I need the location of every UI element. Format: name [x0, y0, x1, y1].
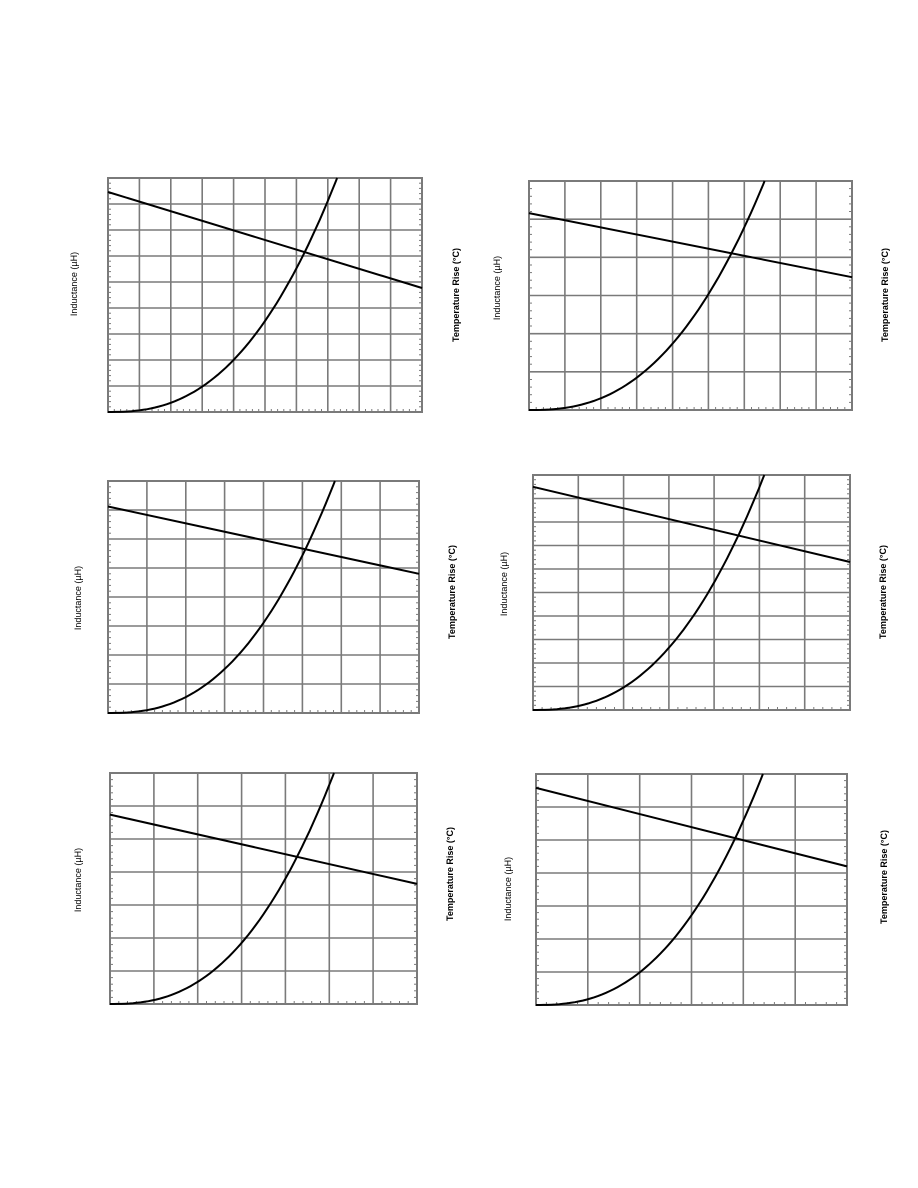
inductance-axis-label: Inductance (µH): [499, 551, 509, 617]
grid-lines: [529, 181, 852, 410]
plot-frame: [107, 177, 423, 413]
grid-lines: [536, 774, 847, 1005]
inductance-curve: [107, 191, 423, 289]
plot-frame: [528, 180, 853, 411]
inductance-axis-label: Inductance (µH): [503, 856, 513, 922]
inductance-axis-label: Inductance (µH): [492, 255, 502, 321]
inductance-axis-label: Inductance (µH): [73, 847, 83, 913]
temperature-axis-label: Temperature Rise (°C): [451, 248, 461, 342]
plot-frame: [109, 772, 418, 1005]
temperature-axis-label: Temperature Rise (°C): [447, 545, 457, 639]
minor-ticks: [533, 479, 850, 710]
inductance-curve: [107, 505, 420, 575]
temperature-rise-curve: [108, 177, 339, 413]
plot-frame: [535, 773, 848, 1006]
chart-plot-5: [109, 772, 418, 1005]
temperature-axis-label: Temperature Rise (°C): [880, 248, 890, 342]
inductance-axis-label: Inductance (µH): [69, 251, 79, 317]
chart-plot-6: [535, 773, 848, 1006]
chart-plot-4: [532, 474, 851, 711]
temperature-rise-curve: [536, 773, 764, 1006]
grid-lines: [108, 481, 419, 713]
grid-lines: [108, 178, 422, 412]
inductance-curve: [532, 485, 851, 563]
temperature-rise-curve: [108, 480, 336, 714]
chart-plot-2: [528, 180, 853, 411]
temperature-axis-label: Temperature Rise (°C): [878, 545, 888, 639]
chart-plot-3: [107, 480, 420, 714]
inductance-curve: [528, 212, 853, 279]
temperature-axis-label: Temperature Rise (°C): [879, 830, 889, 924]
grid-lines: [110, 773, 417, 1004]
plot-frame: [107, 480, 420, 714]
chart-plot-1: [107, 177, 423, 413]
inductance-axis-label: Inductance (µH): [73, 565, 83, 631]
inductance-curve: [109, 813, 418, 885]
temperature-rise-curve: [110, 772, 335, 1005]
grid-lines: [533, 475, 850, 710]
temperature-rise-curve: [533, 474, 766, 711]
temperature-rise-curve: [529, 180, 766, 411]
temperature-axis-label: Temperature Rise (°C): [445, 827, 455, 921]
inductance-curve: [535, 786, 848, 868]
plot-frame: [532, 474, 851, 711]
